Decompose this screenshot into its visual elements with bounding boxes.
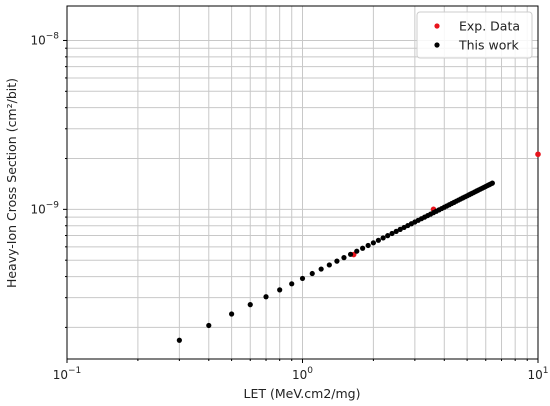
- this-work-point: [176, 337, 182, 343]
- legend-label-this-work: This work: [458, 38, 520, 53]
- this-work-point: [380, 235, 386, 241]
- this-work-point: [370, 240, 376, 246]
- axis-ticks: 10−1 100 101 10−9 10−8: [30, 31, 548, 382]
- legend-box: [416, 11, 533, 59]
- legend-label-exp-data: Exp. Data: [459, 19, 520, 34]
- this-work-point: [360, 245, 366, 251]
- grid: [66, 6, 539, 359]
- this-work-point: [229, 311, 235, 317]
- this-work-point: [393, 228, 399, 234]
- this-work-point: [309, 270, 315, 277]
- exp-data-point: [535, 151, 541, 158]
- this-work-point: [247, 302, 253, 308]
- legend-marker-this-work: [434, 42, 440, 48]
- this-work-point: [299, 275, 306, 282]
- this-work-point: [318, 266, 324, 272]
- data-points: [176, 151, 541, 343]
- this-work-point: [326, 262, 332, 268]
- y-tick-label: 10−8: [30, 31, 59, 47]
- this-work-point: [489, 180, 495, 186]
- x-axis-label: LET (MeV.cm2/mg): [244, 386, 361, 401]
- this-work-point: [206, 322, 212, 329]
- this-work-point: [375, 237, 381, 243]
- y-tick-label: 10−9: [30, 200, 59, 216]
- legend: Exp. Data This work: [416, 11, 533, 59]
- x-tick-label: 10−1: [53, 366, 82, 382]
- legend-marker-exp-data: [434, 23, 440, 29]
- this-work-point: [277, 287, 283, 293]
- this-work-point: [389, 230, 395, 237]
- this-work-point: [263, 294, 269, 300]
- x-tick-label: 101: [527, 366, 548, 382]
- this-work-point: [341, 255, 347, 261]
- this-work-point: [354, 248, 360, 254]
- this-work-point: [397, 226, 403, 232]
- x-tick-label: 100: [292, 366, 313, 382]
- this-work-point: [347, 251, 354, 257]
- this-work-point: [334, 258, 340, 264]
- this-work-point: [365, 242, 371, 249]
- this-work-point: [385, 233, 391, 239]
- y-axis-label: Heavy-Ion Cross Section (cm²/bit): [4, 78, 19, 288]
- this-work-point: [289, 281, 295, 287]
